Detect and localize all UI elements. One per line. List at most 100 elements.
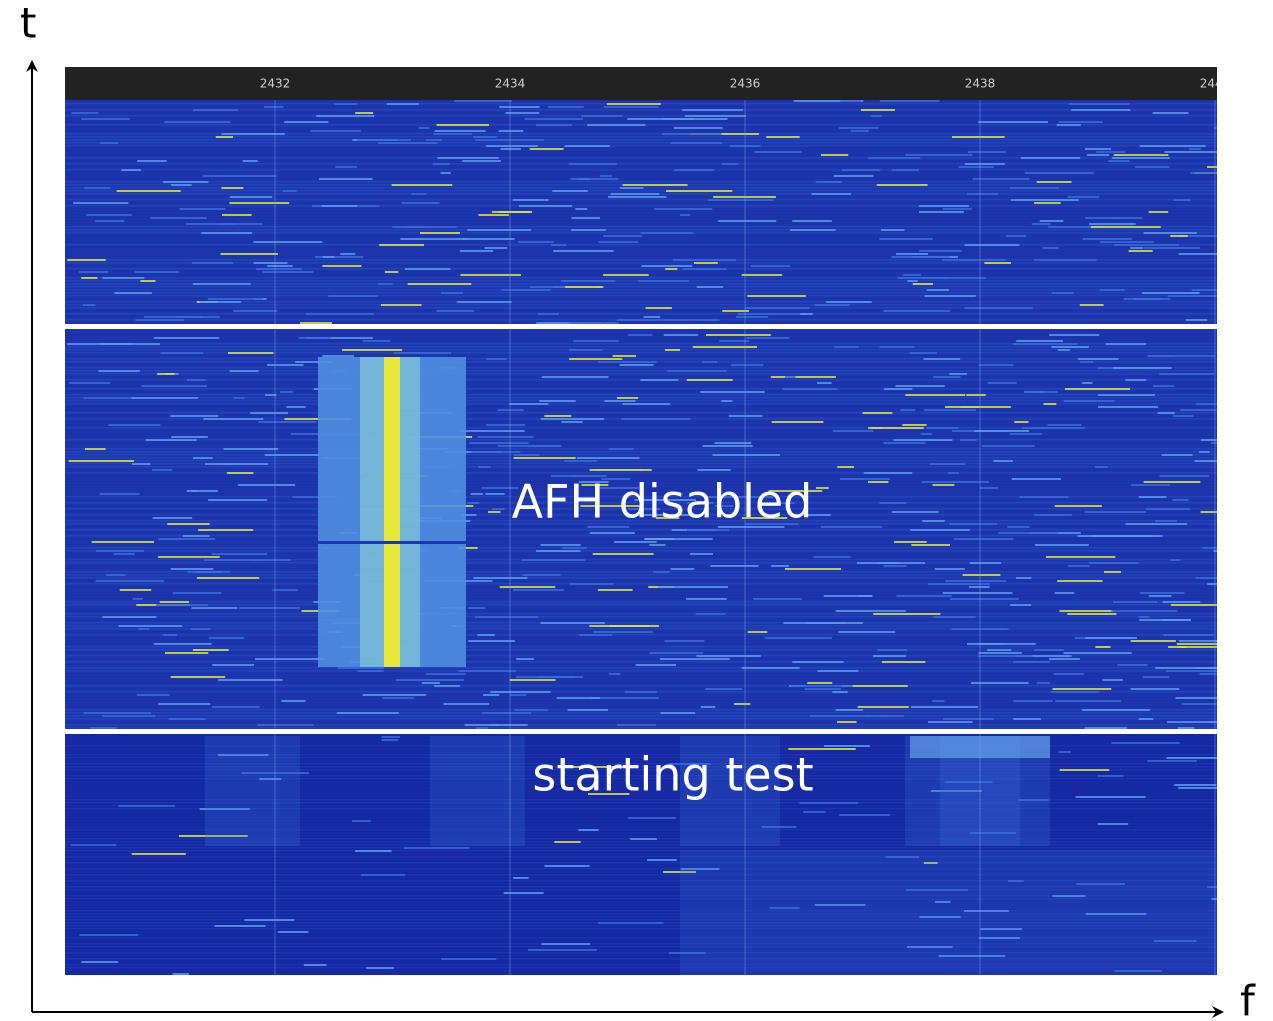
noise-row xyxy=(65,619,1217,621)
noise-streak xyxy=(1044,403,1057,405)
noise-streak xyxy=(577,457,640,459)
noise-streak xyxy=(492,211,530,213)
noise-streak xyxy=(680,214,690,216)
noise-streak xyxy=(960,439,977,441)
noise-row xyxy=(65,112,1217,114)
noise-streak xyxy=(396,679,464,681)
noise-streak xyxy=(933,376,960,378)
noise-row xyxy=(65,568,1217,570)
noise-streak xyxy=(71,844,116,846)
noise-streak xyxy=(1006,235,1026,237)
noise-streak xyxy=(117,190,181,192)
noise-streak xyxy=(1178,787,1222,789)
noise-streak xyxy=(742,274,782,276)
noise-streak xyxy=(212,706,260,708)
noise-row xyxy=(65,169,1217,171)
noise-streak xyxy=(554,841,580,843)
noise-streak xyxy=(501,148,521,150)
noise-streak xyxy=(519,205,572,207)
noise-streak xyxy=(392,184,453,186)
noise-streak xyxy=(321,205,357,207)
noise-streak xyxy=(621,418,690,420)
noise-streak xyxy=(199,301,241,303)
noise-streak xyxy=(821,154,848,156)
noise-streak xyxy=(705,688,742,690)
noise-streak xyxy=(569,358,622,360)
noise-streak xyxy=(1143,676,1169,678)
noise-streak xyxy=(1048,424,1082,426)
noise-streak xyxy=(165,652,208,654)
noise-row xyxy=(65,571,1217,573)
noise-streak xyxy=(998,532,1058,534)
noise-streak xyxy=(486,424,525,426)
noise-streak xyxy=(71,112,98,114)
noise-row xyxy=(65,295,1217,297)
noise-row xyxy=(65,307,1217,309)
noise-row xyxy=(65,142,1217,144)
noise-streak xyxy=(687,379,733,381)
noise-row xyxy=(65,451,1217,453)
noise-streak xyxy=(664,334,698,336)
noise-streak xyxy=(171,436,208,438)
noise-streak xyxy=(152,469,172,471)
noise-streak xyxy=(256,268,302,270)
noise-streak xyxy=(286,406,305,408)
noise-streak xyxy=(299,337,331,339)
noise-streak xyxy=(600,175,612,177)
separator xyxy=(65,729,1222,734)
noise-streak xyxy=(785,376,795,378)
noise-streak xyxy=(1067,613,1116,615)
noise-streak xyxy=(617,724,656,726)
noise-streak xyxy=(230,196,273,198)
noise-streak xyxy=(573,340,618,342)
noise-streak xyxy=(1182,703,1244,705)
noise-streak xyxy=(782,388,837,390)
noise-streak xyxy=(1052,292,1074,294)
noise-row xyxy=(65,622,1217,624)
noise-streak xyxy=(79,934,138,936)
spectrogram-figure: 24322434243624382440 AFH disabled starti… xyxy=(0,0,1273,1021)
noise-row xyxy=(65,271,1217,273)
noise-streak xyxy=(861,109,895,111)
noise-row xyxy=(65,712,1217,714)
noise-streak xyxy=(1034,259,1097,261)
noise-row xyxy=(65,208,1217,210)
x-axis-label: f xyxy=(1240,977,1256,1021)
noise-streak xyxy=(497,445,561,447)
noise-streak xyxy=(638,280,689,282)
noise-row xyxy=(65,166,1217,168)
noise-row xyxy=(65,610,1217,612)
noise-streak xyxy=(486,145,538,147)
noise-streak xyxy=(1173,415,1194,417)
noise-streak xyxy=(254,262,288,264)
noise-streak xyxy=(722,163,739,165)
noise-streak xyxy=(965,163,1005,165)
noise-streak xyxy=(404,847,469,849)
noise-streak xyxy=(988,382,1017,384)
noise-row xyxy=(65,715,1217,717)
noise-streak xyxy=(1153,385,1174,387)
noise-streak xyxy=(218,223,262,225)
noise-streak xyxy=(1112,157,1170,159)
noise-streak xyxy=(444,703,490,705)
noise-row xyxy=(65,436,1217,438)
noise-streak xyxy=(85,448,106,450)
tick-label: 2432 xyxy=(260,77,291,91)
noise-streak xyxy=(1068,196,1100,198)
noise-streak xyxy=(509,403,548,405)
noise-streak xyxy=(1166,670,1227,672)
noise-streak xyxy=(868,427,924,429)
noise-row xyxy=(65,394,1217,396)
noise-streak xyxy=(221,253,278,255)
noise-streak xyxy=(978,655,1033,657)
noise-streak xyxy=(949,523,997,525)
noise-streak xyxy=(604,400,635,402)
noise-streak xyxy=(514,457,576,459)
noise-streak xyxy=(1140,145,1206,147)
noise-streak xyxy=(902,424,926,426)
noise-row xyxy=(65,685,1217,687)
noise-streak xyxy=(441,172,451,174)
noise-streak xyxy=(1069,103,1130,105)
noise-streak xyxy=(569,349,603,351)
noise-row xyxy=(65,100,1217,102)
